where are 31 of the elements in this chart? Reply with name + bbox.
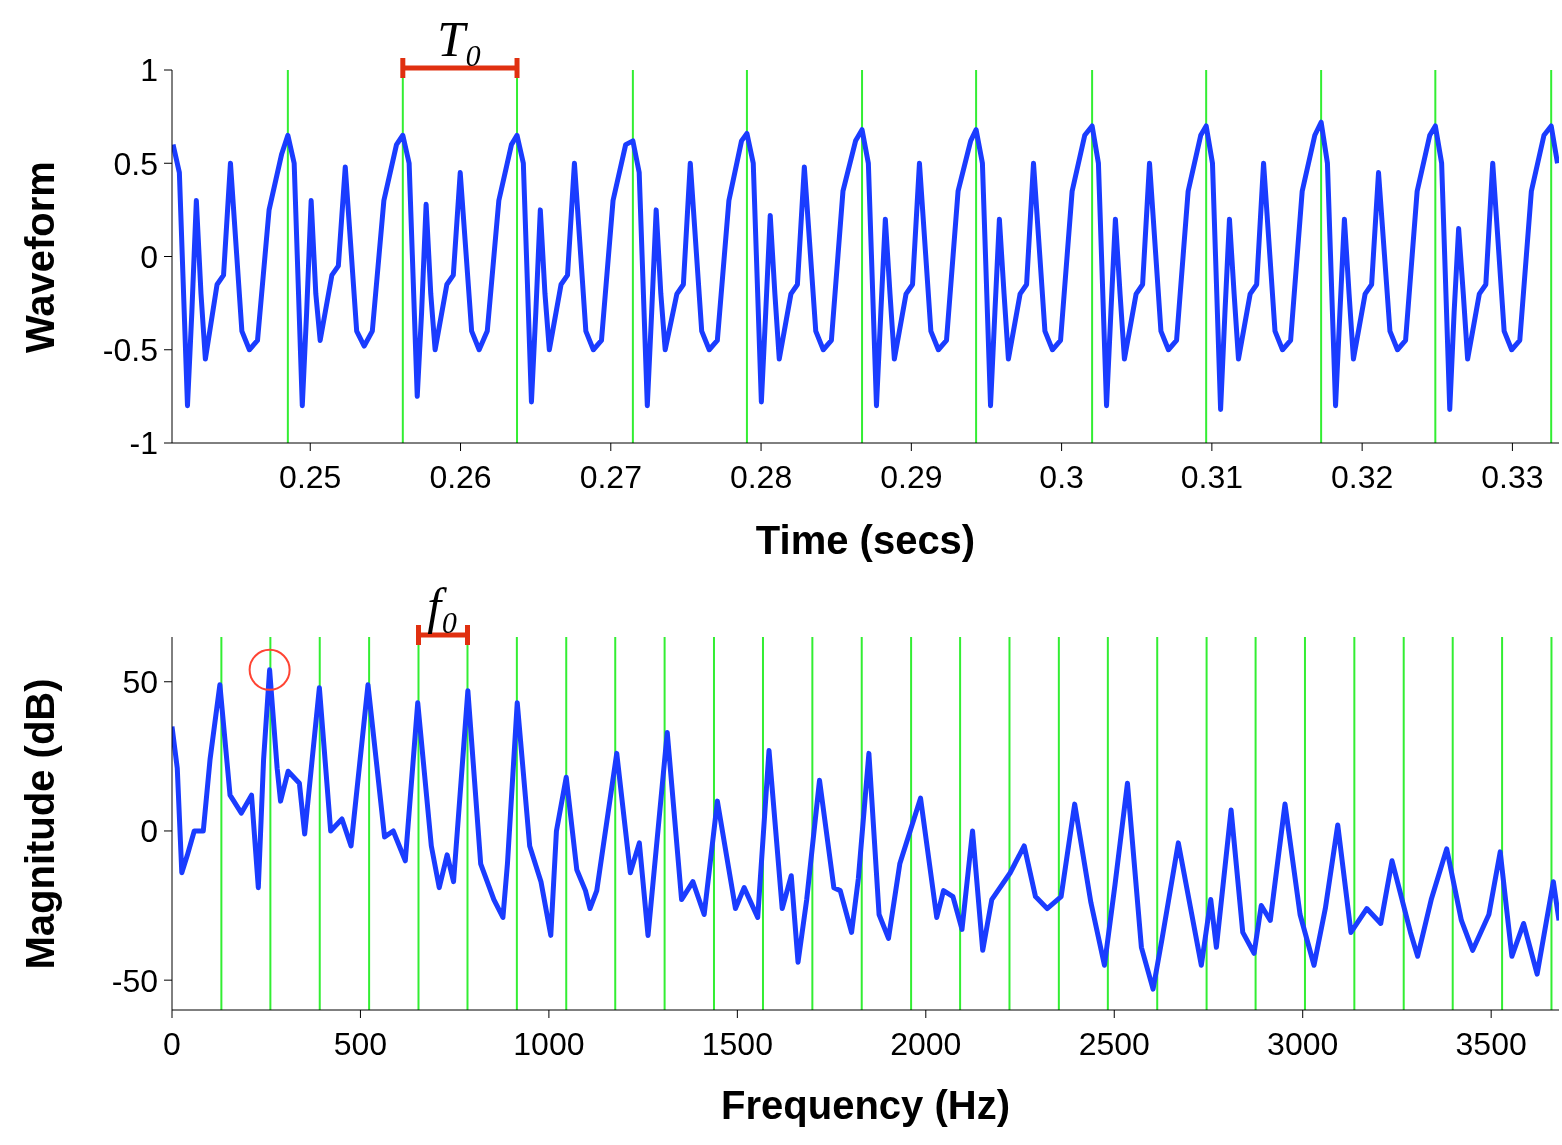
y-tick-label: -50 xyxy=(111,962,158,999)
y-tick-label: 50 xyxy=(122,664,158,701)
y-tick-label: 0.5 xyxy=(113,145,158,182)
x-tick-label: 1000 xyxy=(513,1025,585,1062)
x-axis-title: Frequency (Hz) xyxy=(720,1083,1011,1128)
y-tick-label: -1 xyxy=(129,425,158,462)
x-axis-title: Time (secs) xyxy=(754,518,977,563)
text: f₀ xyxy=(427,578,459,634)
y-tick-label: 1 xyxy=(140,52,158,89)
x-tick-label: 1500 xyxy=(701,1025,773,1062)
x-tick-label: 2500 xyxy=(1078,1025,1150,1062)
x-tick-label: 0.3 xyxy=(1039,458,1084,495)
x-tick-label: 0.33 xyxy=(1481,458,1544,495)
y-tick-label: 0 xyxy=(140,238,158,275)
x-tick-label: 500 xyxy=(333,1025,388,1062)
y-axis-title: Waveform xyxy=(17,160,63,353)
text: T₀ xyxy=(437,11,483,67)
x-tick-label: 0.25 xyxy=(279,458,342,495)
x-tick-label: 2000 xyxy=(890,1025,962,1062)
x-tick-label: 0 xyxy=(163,1025,181,1062)
y-tick-label: -0.5 xyxy=(102,332,158,369)
y-axis-title: Magnitude (dB) xyxy=(17,677,63,970)
x-tick-label: 0.28 xyxy=(729,458,793,495)
x-tick-label: 3000 xyxy=(1267,1025,1339,1062)
x-tick-label: 0.29 xyxy=(880,458,943,495)
x-tick-label: 0.32 xyxy=(1331,458,1394,495)
x-tick-label: 3500 xyxy=(1455,1025,1527,1062)
x-tick-label: 0.27 xyxy=(579,458,642,495)
x-tick-label: 0.26 xyxy=(429,458,492,495)
y-tick-label: 0 xyxy=(140,813,158,850)
x-tick-label: 0.31 xyxy=(1180,458,1244,495)
